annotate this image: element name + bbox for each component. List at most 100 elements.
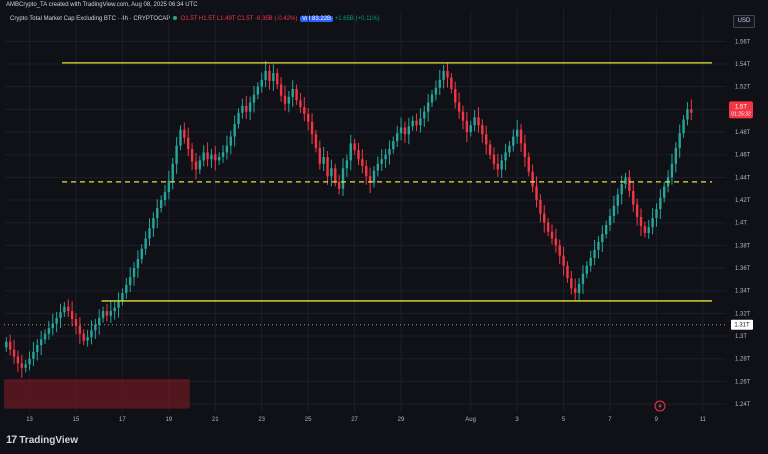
price-axis[interactable]: 1.56T 1.54T 1.52T 1.5T 1.48T 1.46T 1.44T 1.42T 1… [735,39,751,408]
candle [481,119,484,143]
candle-body [469,125,472,133]
candle-body [272,73,275,82]
candle-body [593,249,596,258]
candle-body [341,168,345,189]
candle [341,158,345,196]
time-tick-label: 17 [119,417,126,423]
candle-body [423,111,426,119]
candle-body [140,248,143,259]
candle-body [86,337,89,341]
price-tick-label: 1.26T [735,379,751,385]
candle [268,64,271,90]
candle-body [70,311,74,320]
candle [190,143,194,171]
candle-body [523,143,527,157]
price-tick-label: 1.32T [735,311,751,317]
time-tick-label: 27 [351,417,358,423]
candle [171,157,174,190]
candle-body [620,184,623,195]
candle-body [485,134,488,145]
candle-body [210,154,213,160]
candle [241,98,244,119]
candle [194,152,198,180]
candle-body [659,197,662,210]
candle [43,329,47,344]
ohlc-close: C1.5T [237,16,254,22]
candle-body [550,231,554,239]
candle [144,231,147,255]
candle [59,303,62,328]
candle-body [628,177,631,191]
price-chart[interactable]: 1.56T1.54T1.52T1.5T1.48T1.46T1.44T1.42T1… [0,0,768,430]
candle [105,303,109,322]
candle-body [101,311,105,318]
candle [651,208,654,235]
candle-body [90,330,93,338]
candle-body [237,112,240,125]
candle [334,163,337,187]
volume-badge[interactable]: Vol 83.22B [300,16,334,22]
currency-button[interactable]: USD [733,15,755,28]
candle-body [686,109,689,120]
candle-body [252,94,256,103]
candle-body [202,152,205,161]
candle [388,140,391,165]
time-axis[interactable]: 13 15 17 19 21 23 25 27 29 Aug 3 5 7 9 11 [26,417,706,423]
price-tick-label: 1.54T [735,62,751,68]
candle [581,265,585,294]
publisher-caption: AMBCrypto_TA created with TradingView.co… [6,2,198,8]
candle [659,189,662,220]
candle [322,146,325,172]
candle-body [473,117,476,126]
candle-body [426,102,430,112]
candle [423,105,426,128]
candle [78,317,82,344]
candle [496,153,500,177]
candle-body [291,88,294,97]
candle [577,278,581,302]
candle [8,334,12,356]
candle [643,221,647,238]
candle-body [198,160,202,170]
candle [94,318,97,340]
candle [47,320,51,340]
symbol-legend[interactable]: Crypto Total Market Cap Excluding BTC · … [10,16,380,22]
candle [24,359,27,373]
candle [500,154,503,179]
candle [303,97,306,122]
candle-body [380,159,383,164]
candle-body [403,127,407,135]
candle-body [128,277,132,286]
candle-body [585,265,589,274]
candle [159,195,163,213]
candle [454,81,457,109]
candle-body [461,111,465,121]
candle [121,288,124,306]
price-tick-label: 1.52T [735,85,751,91]
candle-body [217,156,221,161]
support-resistance-levels[interactable] [4,62,726,326]
candle-body [295,88,298,101]
candle-body [419,118,422,126]
candle [70,301,74,327]
candle-body [221,152,225,157]
candle-body [326,156,329,177]
price-tick-label: 1.56T [735,39,751,45]
candle-body [450,77,453,89]
candle [132,262,136,286]
candle-body [148,228,151,239]
interval-label[interactable]: 4h [121,16,128,22]
candle [477,107,480,133]
candle-body [616,194,619,206]
candle-body [535,186,538,201]
candle-body [268,70,271,82]
candle-body [59,312,62,318]
candle-body [566,265,569,279]
candle [531,164,534,193]
candle-body [39,339,43,346]
time-tick-label: 11 [700,417,707,423]
time-tick-label: Aug [465,417,476,423]
candle-body [55,317,58,324]
tradingview-logo[interactable]: 17 TradingView [6,434,78,446]
symbol-name[interactable]: Crypto Total Market Cap Excluding BTC [10,16,116,22]
